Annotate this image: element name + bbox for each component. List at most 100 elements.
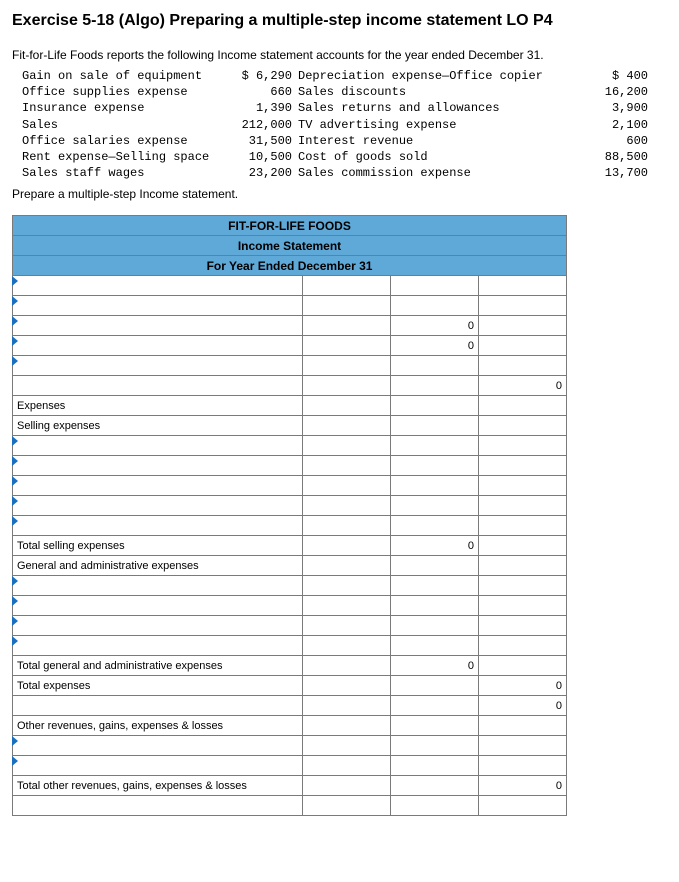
amount-cell[interactable] [479, 356, 567, 376]
account-value: 1,390 [232, 100, 298, 116]
amount-cell[interactable] [303, 556, 391, 576]
amount-cell[interactable]: 0 [479, 696, 567, 716]
amount-cell[interactable] [303, 496, 391, 516]
amount-cell[interactable] [479, 656, 567, 676]
amount-cell[interactable] [479, 316, 567, 336]
amount-cell[interactable] [479, 456, 567, 476]
amount-cell[interactable] [391, 396, 479, 416]
amount-cell[interactable] [391, 696, 479, 716]
amount-cell[interactable] [479, 736, 567, 756]
amount-cell[interactable] [391, 736, 479, 756]
dropdown-cell[interactable] [13, 756, 303, 776]
amount-cell[interactable] [391, 376, 479, 396]
amount-cell[interactable] [303, 296, 391, 316]
dropdown-cell[interactable] [13, 596, 303, 616]
amount-cell[interactable] [391, 476, 479, 496]
amount-cell[interactable]: 0 [391, 316, 479, 336]
amount-cell[interactable] [479, 276, 567, 296]
amount-cell[interactable] [303, 276, 391, 296]
amount-cell[interactable] [303, 716, 391, 736]
amount-cell[interactable] [479, 436, 567, 456]
amount-cell[interactable] [391, 416, 479, 436]
amount-cell[interactable] [479, 536, 567, 556]
amount-cell[interactable] [303, 476, 391, 496]
dropdown-cell[interactable] [13, 496, 303, 516]
amount-cell[interactable] [391, 636, 479, 656]
dropdown-cell[interactable] [13, 436, 303, 456]
amount-cell[interactable] [479, 756, 567, 776]
amount-cell[interactable] [303, 376, 391, 396]
dropdown-cell[interactable] [13, 476, 303, 496]
amount-cell[interactable] [303, 356, 391, 376]
amount-cell[interactable]: 0 [479, 676, 567, 696]
amount-cell[interactable] [479, 576, 567, 596]
amount-cell[interactable] [479, 296, 567, 316]
amount-cell[interactable] [391, 496, 479, 516]
amount-cell[interactable] [303, 776, 391, 796]
amount-cell[interactable] [479, 396, 567, 416]
amount-cell[interactable] [391, 276, 479, 296]
amount-cell[interactable]: 0 [391, 656, 479, 676]
amount-cell[interactable] [479, 596, 567, 616]
amount-cell[interactable] [391, 776, 479, 796]
amount-cell[interactable] [479, 336, 567, 356]
amount-cell[interactable] [303, 316, 391, 336]
dropdown-cell[interactable] [13, 636, 303, 656]
amount-cell[interactable] [303, 516, 391, 536]
amount-cell[interactable] [303, 676, 391, 696]
table-row: 0 [13, 336, 567, 356]
amount-cell[interactable] [303, 736, 391, 756]
amount-cell[interactable] [391, 616, 479, 636]
amount-cell[interactable] [391, 296, 479, 316]
dropdown-cell[interactable] [13, 356, 303, 376]
amount-cell[interactable] [303, 576, 391, 596]
account-label: Cost of goods sold [298, 149, 578, 165]
dropdown-cell[interactable] [13, 616, 303, 636]
dropdown-cell[interactable] [13, 276, 303, 296]
amount-cell[interactable]: 0 [391, 536, 479, 556]
amount-cell[interactable] [303, 436, 391, 456]
amount-cell[interactable] [479, 416, 567, 436]
amount-cell[interactable] [391, 356, 479, 376]
amount-cell[interactable] [303, 756, 391, 776]
amount-cell[interactable] [479, 496, 567, 516]
amount-cell[interactable] [391, 516, 479, 536]
amount-cell[interactable] [391, 596, 479, 616]
amount-cell[interactable] [303, 396, 391, 416]
amount-cell[interactable] [303, 796, 391, 816]
amount-cell[interactable] [479, 476, 567, 496]
amount-cell[interactable] [479, 556, 567, 576]
dropdown-cell[interactable] [13, 736, 303, 756]
dropdown-cell[interactable] [13, 336, 303, 356]
amount-cell[interactable] [303, 336, 391, 356]
amount-cell[interactable] [303, 696, 391, 716]
dropdown-cell[interactable] [13, 516, 303, 536]
amount-cell[interactable] [391, 676, 479, 696]
amount-cell[interactable] [391, 716, 479, 736]
dropdown-cell[interactable] [13, 456, 303, 476]
amount-cell[interactable] [391, 576, 479, 596]
amount-cell[interactable] [479, 796, 567, 816]
amount-cell[interactable] [391, 456, 479, 476]
amount-cell[interactable] [479, 636, 567, 656]
amount-cell[interactable] [479, 716, 567, 736]
amount-cell[interactable] [303, 536, 391, 556]
amount-cell[interactable]: 0 [479, 376, 567, 396]
amount-cell[interactable] [303, 416, 391, 436]
dropdown-cell[interactable] [13, 316, 303, 336]
amount-cell[interactable] [479, 516, 567, 536]
amount-cell[interactable] [391, 436, 479, 456]
amount-cell[interactable] [303, 616, 391, 636]
amount-cell[interactable] [391, 796, 479, 816]
dropdown-cell[interactable] [13, 576, 303, 596]
amount-cell[interactable] [303, 456, 391, 476]
amount-cell[interactable] [303, 656, 391, 676]
amount-cell[interactable] [391, 756, 479, 776]
amount-cell[interactable] [391, 556, 479, 576]
amount-cell[interactable] [303, 596, 391, 616]
amount-cell[interactable]: 0 [479, 776, 567, 796]
amount-cell[interactable] [303, 636, 391, 656]
amount-cell[interactable]: 0 [391, 336, 479, 356]
amount-cell[interactable] [479, 616, 567, 636]
dropdown-cell[interactable] [13, 296, 303, 316]
